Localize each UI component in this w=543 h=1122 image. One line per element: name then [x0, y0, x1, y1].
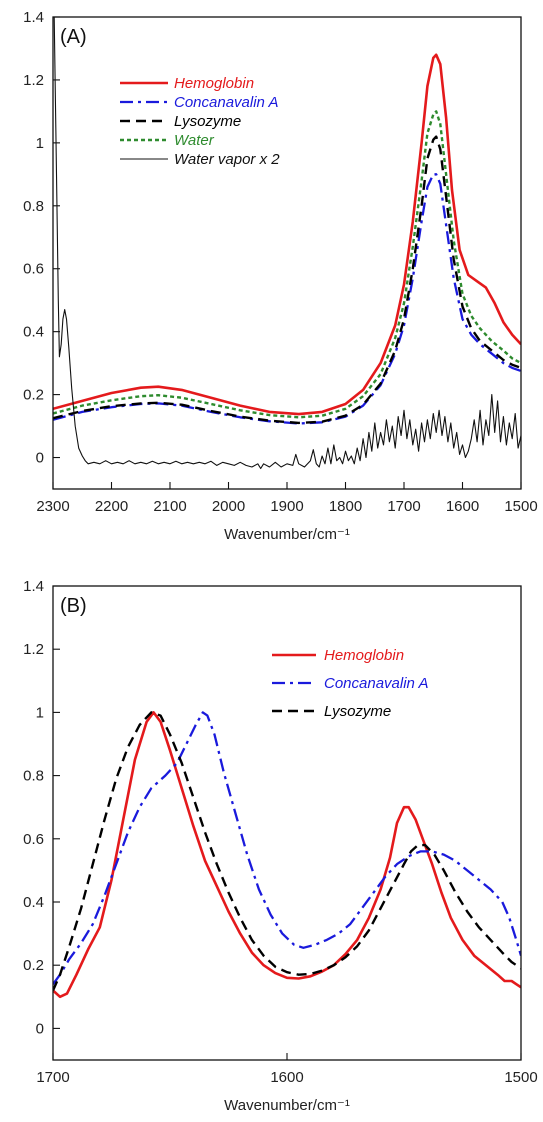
series-group [53, 17, 521, 470]
y-tick-label: 0.2 [23, 387, 44, 404]
x-tick-label: 2300 [36, 498, 69, 515]
y-tick-label: 0.4 [23, 894, 44, 911]
series-group [53, 711, 521, 999]
series-line-lysozyme [53, 711, 521, 991]
panel-label: (A) [60, 26, 87, 48]
x-tick-label: 1500 [504, 1069, 537, 1086]
y-tick-label: 0.8 [23, 768, 44, 785]
chart-panel-b: 0 0.2 0.4 0.6 0.8 1 1.2 1.4 1700 1600 1500 Wavenumb… [23, 578, 538, 1114]
legend-label: Hemoglobin [324, 647, 404, 664]
y-tick-label: 1.4 [23, 9, 44, 26]
series-line-water-vapor-x-2 [53, 17, 521, 470]
x-axis-label: Wavenumber/cm⁻¹ [224, 1097, 350, 1114]
series-line-lysozyme [53, 135, 521, 425]
x-tick-label: 2000 [212, 498, 245, 515]
legend: Hemoglobin Concanavalin A Lysozyme Water Wat… [120, 75, 280, 168]
legend-label: Water vapor x 2 [174, 151, 280, 168]
chart-panel-a: 0 0.2 0.4 0.6 0.8 1 1.2 1.4 2300 2200 2100 2000 1900… [23, 9, 538, 543]
y-tick-label: 1.2 [23, 641, 44, 658]
x-tick-label: 1900 [270, 498, 303, 515]
y-tick-label: 0 [36, 1020, 44, 1037]
series-line-concanavalin-a [53, 711, 521, 985]
y-tick-label: 1 [36, 704, 44, 721]
x-tick-label: 1500 [504, 498, 537, 515]
series-line-hemoglobin [53, 53, 521, 416]
y-tick-label: 0.6 [23, 261, 44, 278]
series-line-hemoglobin [53, 711, 521, 999]
y-tick-label: 0 [36, 450, 44, 467]
x-tick-label: 2100 [153, 498, 186, 515]
y-tick-label: 0.8 [23, 198, 44, 215]
y-tick-label: 0.4 [23, 324, 44, 341]
x-tick-label: 1700 [387, 498, 420, 515]
legend-label: Hemoglobin [174, 75, 254, 92]
x-tick-label: 1700 [36, 1069, 69, 1086]
y-tick-label: 0.2 [23, 957, 44, 974]
y-tick-label: 1.2 [23, 72, 44, 89]
y-tick-label: 1.4 [23, 578, 44, 595]
legend-label: Water [174, 132, 215, 149]
legend: Hemoglobin Concanavalin A Lysozyme [272, 647, 429, 720]
x-tick-label: 1800 [329, 498, 362, 515]
legend-label: Lysozyme [324, 703, 391, 720]
x-tick-label: 1600 [446, 498, 479, 515]
legend-label: Concanavalin A [324, 675, 429, 692]
plot-frame [52, 16, 522, 490]
x-axis-label: Wavenumber/cm⁻¹ [224, 526, 350, 543]
panel-label: (B) [60, 595, 87, 617]
y-tick-label: 0.6 [23, 831, 44, 848]
series-line-water [53, 110, 521, 419]
legend-label: Lysozyme [174, 113, 241, 130]
y-tick-label: 1 [36, 135, 44, 152]
series-line-concanavalin-a [53, 173, 521, 425]
legend-label: Concanavalin A [174, 94, 279, 111]
x-tick-label: 1600 [270, 1069, 303, 1086]
x-tick-label: 2200 [95, 498, 128, 515]
